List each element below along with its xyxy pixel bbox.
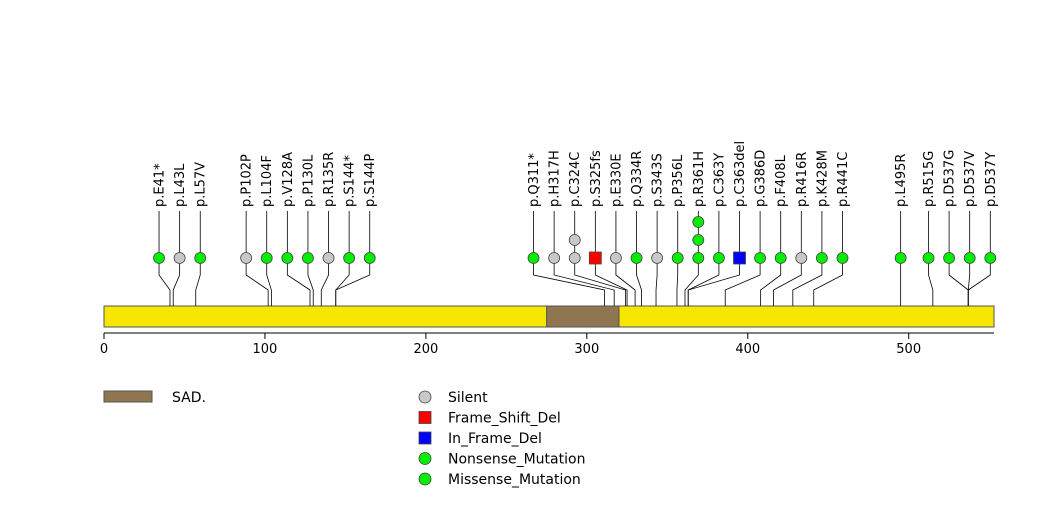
mutation-label: p.L57V [194, 162, 209, 207]
mutation-head [302, 252, 314, 264]
mutation-head [733, 251, 746, 265]
mutation-head [343, 252, 356, 264]
mutation-stem [574, 234, 626, 306]
mutation-head [815, 252, 828, 264]
mutation-head [922, 252, 935, 264]
legend-type-swatch [418, 472, 432, 486]
mutation-head [754, 252, 766, 264]
legend-type-label: Silent [448, 390, 488, 406]
mutation-head [153, 252, 165, 264]
mutation-label: p.D537V [963, 151, 978, 207]
mutation-head [774, 252, 787, 264]
mutation-head [692, 234, 705, 246]
mutation-head [713, 252, 725, 264]
mutation-label: p.R135R [322, 152, 337, 207]
mutation-label: p.H317H [548, 150, 563, 207]
mutation-label: p.P102P [240, 154, 255, 207]
mutation-head [671, 252, 684, 264]
legend-type-label: Nonsense_Mutation [448, 452, 585, 468]
mutation-head [527, 252, 540, 264]
domain-sad [546, 305, 620, 328]
mutation-head [281, 252, 294, 264]
mutation-head [610, 252, 622, 264]
mutation-head [322, 252, 335, 264]
legend-type-label: Frame_Shift_Del [448, 411, 561, 427]
mutation-head [963, 252, 976, 264]
mutation-label: p.R416R [795, 152, 810, 207]
mutation-label: p.Q334R [630, 151, 645, 207]
legend-type-swatch [418, 411, 432, 424]
mutation-label: p.F408L [774, 154, 789, 207]
mutation-label: p.E41* [153, 163, 168, 207]
mutation-head [984, 252, 997, 264]
mutation-head [894, 252, 907, 264]
legend-type-swatch [418, 390, 432, 404]
x-tick-label: 0 [100, 342, 108, 357]
mutation-head [240, 252, 253, 264]
mutation-head [630, 252, 643, 264]
mutation-label: p.D537Y [984, 152, 999, 207]
mutation-head [651, 252, 664, 264]
mutation-head [692, 252, 705, 264]
mutation-head [943, 252, 955, 264]
mutation-head [363, 252, 376, 264]
legend-type-swatch [418, 452, 432, 465]
x-tick-label: 100 [253, 342, 278, 357]
mutation-label: p.R515G [922, 151, 937, 207]
mutation-head [260, 252, 273, 264]
mutation-head [194, 252, 207, 264]
mutation-label: p.R361H [692, 151, 707, 207]
mutation-head [588, 251, 602, 265]
mutation-label: p.P130L [301, 154, 316, 207]
mutation-label: p.S325fs [589, 150, 604, 207]
mutation-head [548, 252, 561, 264]
x-tick-label: 500 [896, 342, 921, 357]
mutation-label: p.V128A [281, 152, 296, 207]
mutation-label: p.R441C [836, 152, 851, 207]
legend-type-label: Missense_Mutation [448, 472, 581, 488]
mutation-head [173, 252, 186, 264]
mutation-label: p.S144P [363, 154, 378, 207]
mutation-head [568, 234, 581, 246]
mutation-head [568, 252, 581, 264]
mutation-label: p.G386D [754, 150, 769, 207]
mutation-label: p.L495R [894, 154, 909, 207]
legend-domain-swatch [103, 390, 153, 403]
mutation-label: p.S343S [651, 153, 666, 207]
mutation-head [692, 216, 705, 228]
x-tick-label: 300 [574, 342, 599, 357]
x-tick-label: 400 [735, 342, 760, 357]
mutation-label: p.K428M [815, 150, 830, 207]
mutation-label: p.S144* [343, 155, 358, 207]
legend-type-swatch [418, 431, 432, 445]
legend-domain-label: SAD. [172, 390, 206, 406]
mutation-label: p.L43L [173, 163, 188, 207]
mutation-head [836, 252, 849, 264]
mutation-label: p.Q311* [527, 153, 542, 207]
mutation-label: p.C363Y [712, 153, 727, 207]
legend-type-label: In_Frame_Del [448, 431, 542, 447]
mutation-label: p.L104F [260, 155, 275, 207]
mutation-label: p.P356L [671, 154, 686, 207]
mutation-label: p.E330E [609, 153, 624, 207]
x-tick-label: 200 [413, 342, 438, 357]
mutation-label: p.C324C [568, 152, 583, 207]
mutation-label: p.C363del [733, 141, 748, 207]
mutation-head [795, 252, 808, 264]
mutation-label: p.D537G [943, 150, 958, 207]
